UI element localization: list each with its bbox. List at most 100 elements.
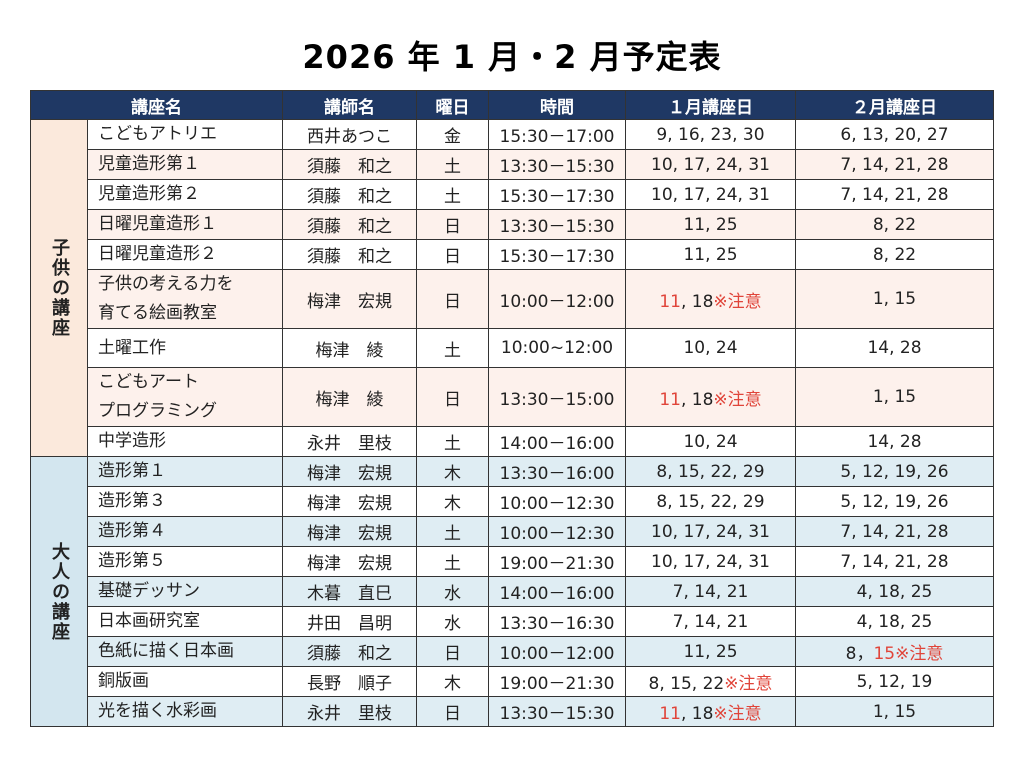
table-row: 基礎デッサン 木暮 直巳水 14:00－16:00 7, 14, 21 4, 18, 2… <box>30 576 994 607</box>
table-row: 子供の考える力を 育てる絵画教室 梅津 宏規日 10:00－12:00 11, 18※… <box>30 269 994 329</box>
cell: 土 <box>416 179 489 210</box>
cell: 永井 里枝 <box>282 426 417 457</box>
course-name: 造形第５ <box>87 546 283 577</box>
cell: 井田 昌明 <box>282 606 417 637</box>
cell: 7, 14, 21, 28 <box>795 179 994 210</box>
course-name: 日曜児童造形１ <box>87 209 283 240</box>
cell: 土 <box>416 516 489 547</box>
group-label: 大人の講座 <box>30 456 88 727</box>
cell: 9, 16, 23, 30 <box>625 119 796 150</box>
header-cell: 講師名 <box>282 90 417 120</box>
table-row: 児童造形第１ 須藤 和之土 13:30－15:30 10, 17, 24, 31 7, … <box>30 149 994 180</box>
cell: 13:30－15:00 <box>488 367 626 427</box>
cell: 10, 17, 24, 31 <box>625 516 796 547</box>
course-name: 土曜工作 <box>87 328 283 368</box>
cell: 7, 14, 21, 28 <box>795 516 994 547</box>
cell: 木 <box>416 456 489 487</box>
date-segment: ※注意 <box>724 674 773 694</box>
cell: 8, 15, 22, 29 <box>625 486 796 517</box>
cell: 梅津 宏規 <box>282 516 417 547</box>
table-row: 光を描く水彩画 永井 里枝日 13:30－15:30 11, 18※注意 1, 15 <box>30 696 994 727</box>
cell: 4, 18, 25 <box>795 606 994 637</box>
cell: 日 <box>416 209 489 240</box>
cell: 15:30－17:30 <box>488 239 626 270</box>
cell: 4, 18, 25 <box>795 576 994 607</box>
cell: 11, 25 <box>625 636 796 667</box>
cell: 梅津 宏規 <box>282 486 417 517</box>
cell: 金 <box>416 119 489 150</box>
cell: 14, 28 <box>795 328 994 368</box>
cell: 7, 14, 21, 28 <box>795 546 994 577</box>
cell: 梅津 宏規 <box>282 546 417 577</box>
cell: 7, 14, 21, 28 <box>795 149 994 180</box>
cell: 19:00－21:30 <box>488 546 626 577</box>
table-row: 造形第４ 梅津 宏規土 10:00－12:30 10, 17, 24, 31 7, 14… <box>30 516 994 547</box>
cell: 日 <box>416 696 489 727</box>
cell: 水 <box>416 576 489 607</box>
cell: 梅津 宏規 <box>282 456 417 487</box>
header-cell: 時間 <box>488 90 626 120</box>
course-name: 造形第１ <box>87 456 283 487</box>
course-name: 基礎デッサン <box>87 576 283 607</box>
date-segment: 11 <box>659 291 681 312</box>
cell: 10:00－12:00 <box>488 636 626 667</box>
header-cell: 曜日 <box>416 90 489 120</box>
cell: 長野 順子 <box>282 666 417 697</box>
header-cell: 講座名 <box>30 90 283 120</box>
table-row: 大人の講座 造形第１ 梅津 宏規木 13:30－16:00 8, 15, 22, 29 5… <box>30 456 994 727</box>
cell: 須藤 和之 <box>282 239 417 270</box>
cell: 永井 里枝 <box>282 696 417 727</box>
cell: 水 <box>416 606 489 637</box>
table-row: こどもアート プログラミング 梅津 綾日 13:30－15:00 11, 18※注意 1… <box>30 367 994 427</box>
cell: 10:00－12:30 <box>488 516 626 547</box>
header-row: 講座名 講師名 曜日 時間 １月講座日 ２月講座日 <box>30 90 994 120</box>
cell: 梅津 綾 <box>282 328 417 368</box>
table-row: 銅版画 長野 順子木 19:00－21:30 8, 15, 22※注意 5, 12, 1… <box>31 666 994 697</box>
table-row: 造形第３ 梅津 宏規木 10:00－12:30 8, 15, 22, 29 5, 12,… <box>31 486 994 517</box>
date-segment: , 18 <box>680 291 714 312</box>
cell: 木暮 直巳 <box>282 576 417 607</box>
course-name: 日曜児童造形２ <box>87 239 283 270</box>
cell: 須藤 和之 <box>282 636 417 667</box>
date-segment: 15※注意 <box>873 644 944 664</box>
cell: 日 <box>416 269 489 329</box>
date-cell: 11, 18※注意 <box>625 696 796 727</box>
date-segment: , 18 <box>680 704 714 724</box>
cell: 日 <box>416 367 489 427</box>
cell: 土 <box>416 546 489 577</box>
cell: 13:30－16:30 <box>488 606 626 637</box>
course-name: 造形第３ <box>87 486 283 517</box>
cell: 須藤 和之 <box>282 149 417 180</box>
cell: 10:00~12:00 <box>488 328 626 368</box>
header-cell: ２月講座日 <box>795 90 994 120</box>
date-cell: 11, 18※注意 <box>625 269 796 329</box>
table-row: 色紙に描く日本画 須藤 和之日 10:00－12:00 11, 25 8，15※注意 <box>30 636 994 667</box>
cell: 8, 15, 22, 29 <box>625 456 796 487</box>
cell: 須藤 和之 <box>282 179 417 210</box>
cell: 1, 15 <box>795 269 994 329</box>
cell: 19:00－21:30 <box>488 666 626 697</box>
cell: 10, 17, 24, 31 <box>625 179 796 210</box>
date-segment: 11 <box>659 704 681 724</box>
course-name: 児童造形第２ <box>87 179 283 210</box>
date-segment: ※注意 <box>713 389 762 410</box>
date-segment: , 18 <box>680 389 714 410</box>
cell: 6, 13, 20, 27 <box>795 119 994 150</box>
table-row: 児童造形第２ 須藤 和之土 15:30－17:30 10, 17, 24, 31 7, … <box>31 179 994 210</box>
cell: 13:30－15:30 <box>488 209 626 240</box>
cell: 14, 28 <box>795 426 994 457</box>
cell: 10, 24 <box>625 426 796 457</box>
cell: 土 <box>416 426 489 457</box>
cell: 梅津 綾 <box>282 367 417 427</box>
cell: 14:00－16:00 <box>488 576 626 607</box>
course-name: こどもアート プログラミング <box>87 367 283 427</box>
course-name: 児童造形第１ <box>87 149 283 180</box>
cell: 土 <box>416 149 489 180</box>
cell: 梅津 宏規 <box>282 269 417 329</box>
date-segment: 8, 15, 22 <box>648 674 725 694</box>
cell: 西井あつこ <box>282 119 417 150</box>
cell: 13:30－15:30 <box>488 149 626 180</box>
table-row: 日曜児童造形１ 須藤 和之日 13:30－15:30 11, 25 8, 22 <box>30 209 994 240</box>
table-row: 土曜工作 梅津 綾土 10:00~12:00 10, 24 14, 28 <box>31 328 994 368</box>
